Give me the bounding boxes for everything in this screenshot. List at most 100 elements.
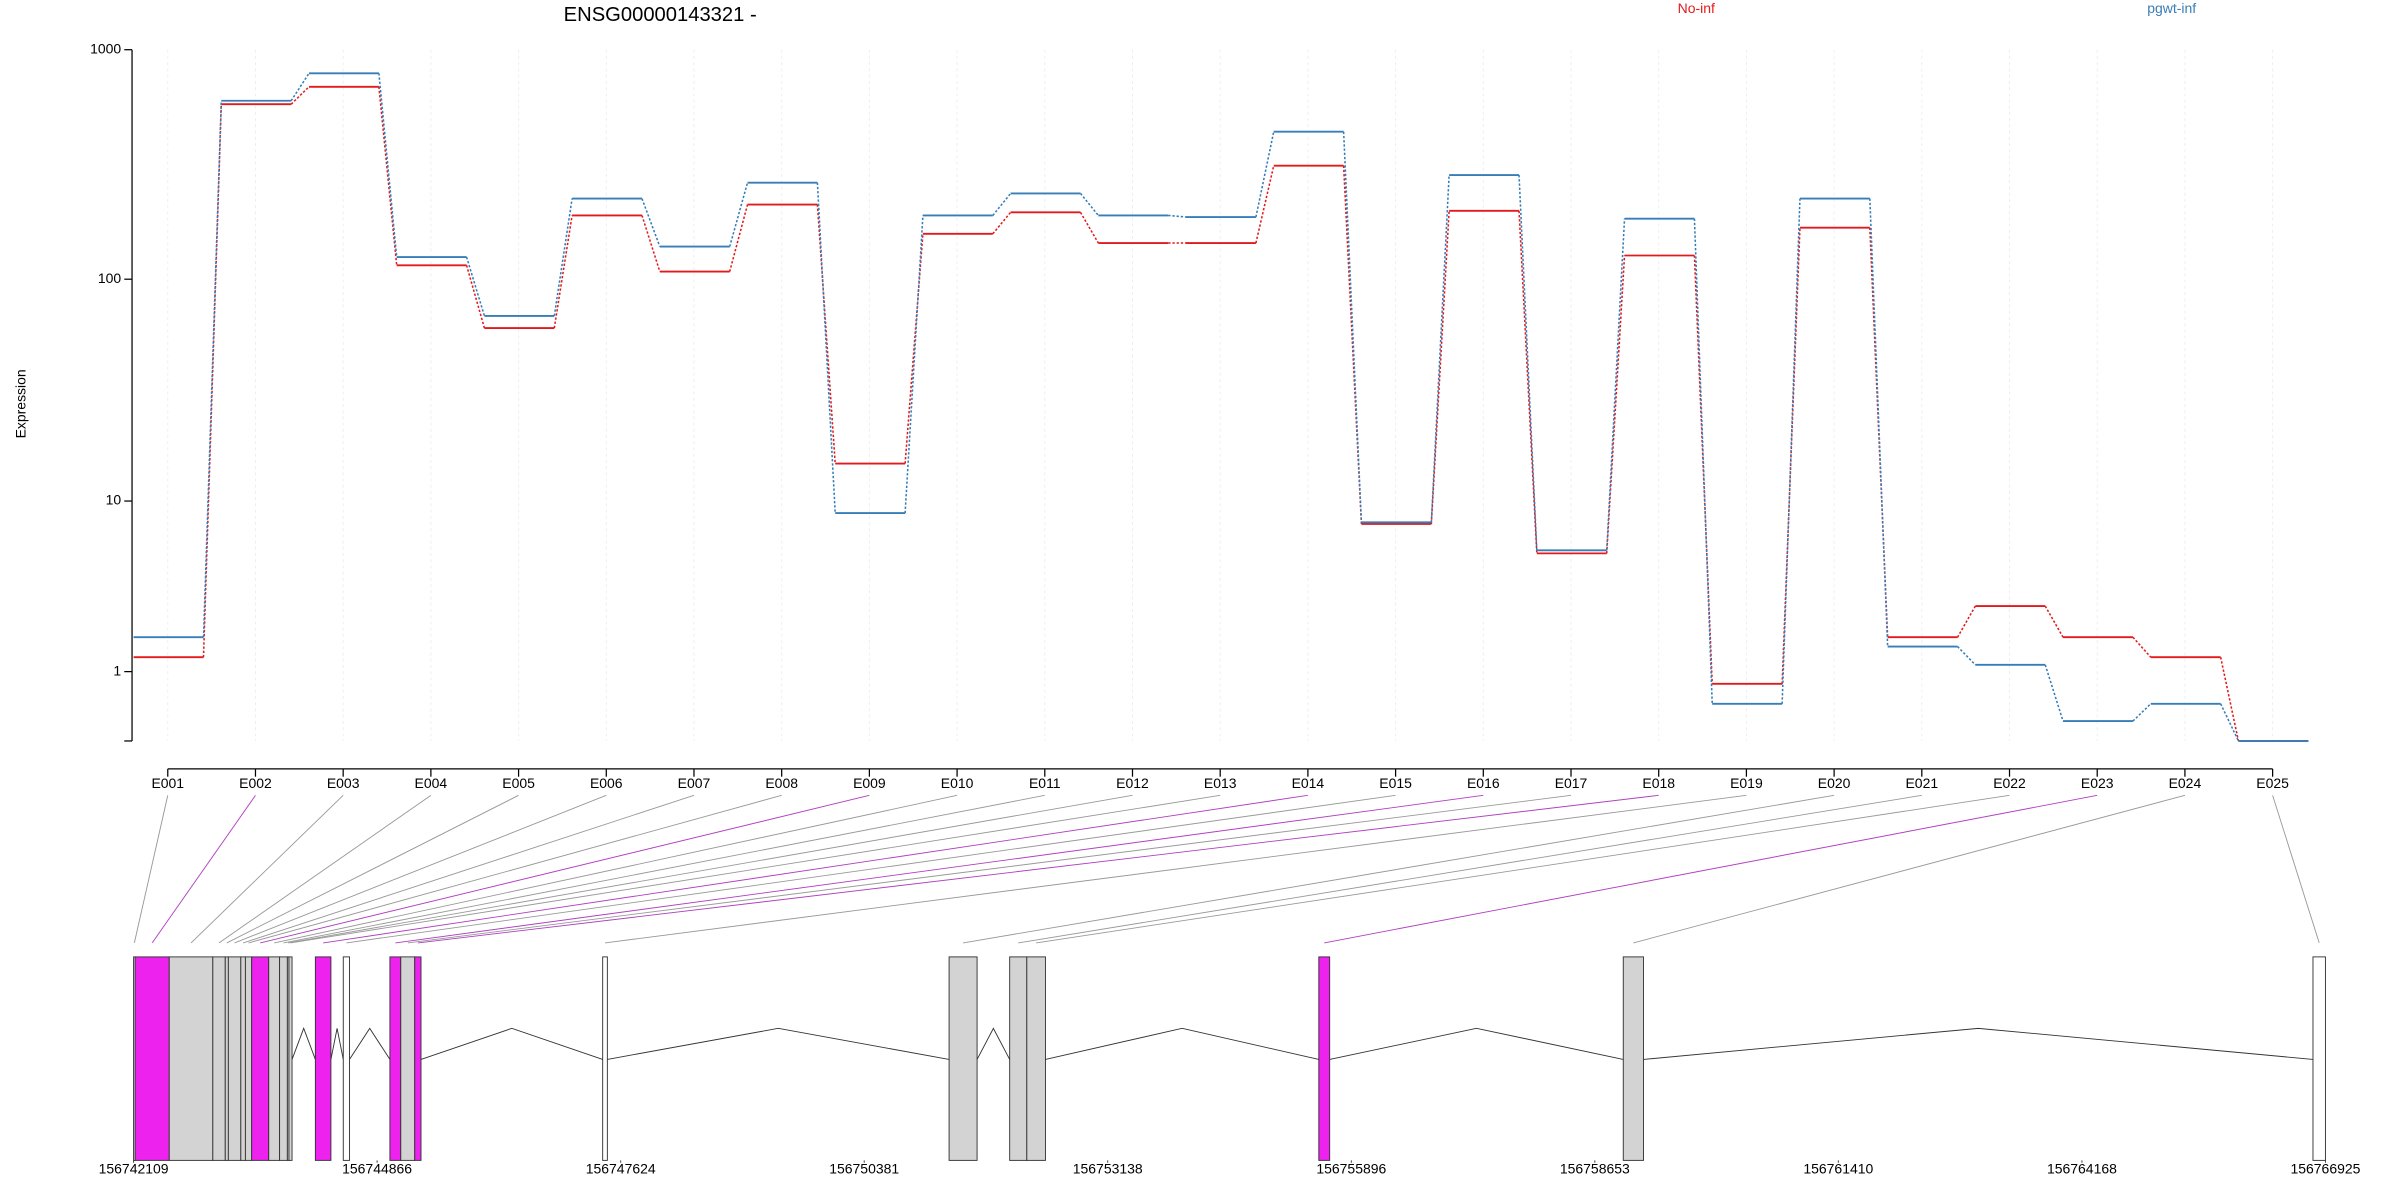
intron (1329, 1027, 1624, 1060)
exon-link (963, 794, 1835, 944)
exon (244, 956, 253, 1161)
x-tick-label: E015 (1379, 775, 1412, 791)
exon (279, 956, 288, 1161)
intron (420, 1027, 603, 1060)
x-tick-label: 156764168 (2047, 1160, 2117, 1176)
connector (1255, 165, 1275, 244)
connector (728, 204, 749, 272)
connector (1255, 131, 1275, 218)
exon-link (323, 794, 1308, 944)
connector (1693, 218, 1714, 704)
connector (992, 211, 1012, 235)
exon (342, 956, 351, 1161)
exon (227, 956, 242, 1161)
x-tick-label: E003 (327, 775, 360, 791)
connector (2044, 664, 2064, 722)
connector (1781, 198, 1801, 704)
exon (251, 956, 270, 1161)
exon-link (604, 794, 1747, 944)
connector (904, 233, 924, 464)
x-tick-label: 156750381 (829, 1160, 899, 1176)
intron (330, 1028, 344, 1060)
x-tick-label: E021 (1905, 775, 1938, 791)
intron (1045, 1027, 1319, 1060)
exon (414, 956, 422, 1161)
y-tick-label: 10 (106, 492, 122, 508)
exon (389, 956, 402, 1161)
intron (607, 1027, 950, 1060)
exon-link (274, 794, 958, 944)
x-tick-label: E017 (1555, 775, 1588, 791)
connector (2132, 703, 2152, 722)
exon-link (260, 794, 870, 944)
exon-link (1633, 794, 2186, 944)
x-tick-label: 156758653 (1560, 1160, 1630, 1176)
connector (1342, 131, 1363, 523)
exon (2312, 956, 2326, 1161)
x-tick-label: 156753138 (1073, 1160, 1143, 1176)
exon (314, 956, 332, 1161)
x-tick-label: 156742109 (99, 1160, 169, 1176)
x-tick-label: E019 (1730, 775, 1763, 791)
exon (1622, 956, 1644, 1161)
exon-link (288, 794, 1133, 944)
exon-link (190, 795, 344, 944)
exon-link (417, 794, 1659, 944)
exon-link (1036, 794, 2010, 944)
connector (1956, 605, 1977, 638)
connector (1079, 211, 1099, 244)
connector (1430, 210, 1450, 524)
exon-link (395, 794, 1484, 944)
exon (400, 956, 416, 1161)
legend-label: pgwt-inf (2147, 0, 2196, 16)
exon (268, 956, 281, 1161)
x-tick-label: E025 (2256, 775, 2289, 791)
exon (602, 956, 608, 1161)
connector (816, 182, 836, 514)
x-tick-label: E024 (2169, 775, 2202, 791)
y-axis-label: Expression (12, 369, 28, 438)
exon-link (248, 794, 782, 944)
connector (641, 215, 661, 272)
exon-link (2272, 795, 2320, 944)
x-tick-label: E022 (1993, 775, 2026, 791)
legend-label: No-inf (1678, 0, 1715, 16)
connector (1342, 165, 1363, 524)
exon (240, 956, 246, 1161)
connector (992, 192, 1012, 216)
y-tick-label: 1000 (90, 40, 121, 56)
x-tick-label: E010 (941, 775, 974, 791)
exon (168, 956, 214, 1161)
connector (2219, 657, 2240, 742)
connector (1869, 198, 1889, 647)
connector (290, 72, 310, 102)
connector (2132, 636, 2152, 658)
connector (641, 198, 661, 247)
x-tick-label: 156761410 (1803, 1160, 1873, 1176)
x-tick-label: E008 (765, 775, 798, 791)
x-tick-label: E018 (1642, 775, 1675, 791)
exon-link (346, 794, 1396, 944)
exon-link (226, 794, 519, 944)
x-tick-label: E011 (1029, 775, 1061, 791)
x-tick-label: E005 (502, 775, 535, 791)
connector (1518, 210, 1538, 554)
exon-link (290, 794, 1221, 944)
x-tick-label: 156744866 (342, 1160, 412, 1176)
connector (378, 86, 398, 266)
x-tick-label: E016 (1467, 775, 1500, 791)
connector (465, 265, 486, 329)
exon (134, 956, 170, 1161)
exon-link (218, 794, 432, 944)
y-tick-label: 100 (98, 270, 122, 286)
exon (1009, 956, 1028, 1161)
x-tick-label: E012 (1116, 775, 1149, 791)
connector (2044, 605, 2064, 638)
x-tick-label: E002 (239, 775, 272, 791)
x-tick-label: 156755896 (1316, 1160, 1386, 1176)
x-tick-label: E006 (590, 775, 623, 791)
connector (904, 215, 924, 514)
exon (948, 956, 978, 1161)
chart-title: ENSG00000143321 - (564, 4, 757, 26)
